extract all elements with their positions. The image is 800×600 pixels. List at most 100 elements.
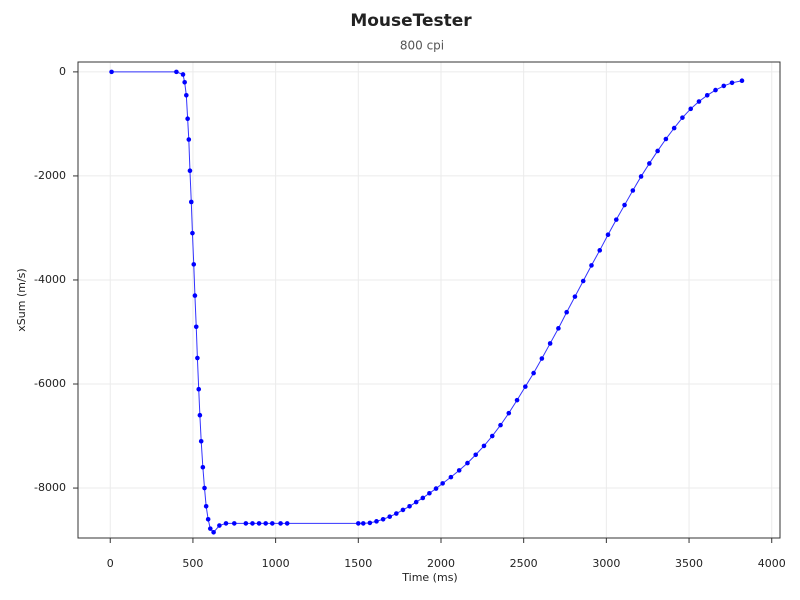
data-point (380, 516, 386, 522)
data-point (256, 521, 262, 526)
data-point (367, 520, 373, 526)
data-point (191, 262, 197, 267)
data-point (407, 503, 412, 509)
x-tick-label: 2500 (510, 557, 538, 570)
y-tick-label: -6000 (34, 377, 66, 390)
data-point (481, 443, 487, 449)
data-point (427, 490, 432, 496)
data-point (456, 468, 462, 473)
data-point (420, 495, 426, 501)
y-tick-label: -2000 (34, 169, 66, 182)
x-tick-label: 4000 (758, 557, 786, 570)
y-tick-label: -8000 (34, 481, 66, 494)
data-point (605, 232, 611, 238)
data-point (489, 433, 495, 439)
data-point (192, 293, 198, 298)
data-point (278, 521, 283, 526)
data-point (284, 521, 290, 526)
data-point (223, 521, 229, 526)
data-point (638, 174, 644, 179)
x-axis-label: Time (ms) (401, 571, 457, 584)
data-point (184, 92, 189, 98)
x-tick-label: 1500 (344, 557, 372, 570)
data-point (211, 529, 216, 535)
data-point (655, 148, 660, 154)
data-point (203, 503, 209, 509)
data-point (448, 474, 454, 480)
data-point (688, 106, 693, 112)
y-axis-label: xSum (m/s) (15, 268, 28, 331)
x-tick-label: 2000 (427, 557, 455, 570)
data-point (270, 521, 275, 526)
x-tick-label: 3000 (592, 557, 620, 570)
data-point (680, 115, 685, 120)
data-point (387, 514, 393, 519)
data-point (188, 199, 194, 205)
data-point (589, 263, 594, 268)
chart-title: MouseTester (350, 11, 472, 31)
data-point (580, 278, 586, 284)
data-point (394, 511, 399, 516)
data-point (200, 464, 206, 470)
data-point (182, 79, 187, 85)
data-point (671, 125, 677, 131)
data-point (400, 507, 406, 513)
data-point (250, 521, 255, 526)
data-point (630, 188, 636, 193)
data-point (739, 78, 745, 84)
data-point (195, 355, 200, 361)
data-point (547, 341, 553, 346)
data-point (572, 294, 578, 299)
data-point (202, 485, 207, 491)
data-point (721, 83, 727, 89)
data-point (263, 521, 268, 526)
data-point (506, 410, 512, 416)
data-point (186, 137, 192, 142)
data-point (531, 370, 536, 376)
x-tick-label: 1000 (262, 557, 290, 570)
data-point (243, 521, 249, 526)
data-point (433, 486, 439, 491)
data-point (514, 397, 520, 403)
y-tick-label: -4000 (34, 273, 66, 286)
data-point (704, 92, 710, 98)
plot-area (109, 69, 745, 535)
data-point (360, 521, 366, 526)
data-point (180, 72, 186, 77)
grid (78, 62, 780, 538)
data-point (465, 460, 470, 466)
x-tick-label: 3500 (675, 557, 703, 570)
x-tick-label: 500 (182, 557, 203, 570)
data-point (440, 481, 445, 486)
y-tick-label: 0 (59, 65, 66, 78)
data-point (713, 87, 718, 93)
data-point (564, 309, 569, 315)
data-point (539, 356, 545, 361)
chart-subtitle: 800 cpi (400, 39, 444, 53)
data-point (374, 519, 379, 524)
plot-frame (77, 61, 781, 539)
data-point (198, 438, 204, 444)
data-point (217, 523, 222, 528)
data-point (696, 99, 702, 104)
data-point (729, 80, 735, 86)
data-point (109, 69, 114, 75)
data-point (356, 521, 361, 526)
data-point (413, 499, 419, 505)
data-point (647, 161, 652, 166)
data-point (498, 422, 503, 428)
data-point (196, 386, 202, 392)
data-point (185, 116, 190, 122)
data-point (174, 69, 179, 75)
data-point (231, 521, 237, 526)
data-point (193, 324, 199, 330)
data-point (622, 202, 627, 208)
data-point (523, 384, 528, 389)
data-point (473, 452, 479, 458)
x-tick-label: 0 (107, 557, 114, 570)
data-point (556, 326, 561, 331)
data-point (187, 168, 193, 174)
data-point (597, 248, 603, 253)
data-point (663, 136, 669, 142)
